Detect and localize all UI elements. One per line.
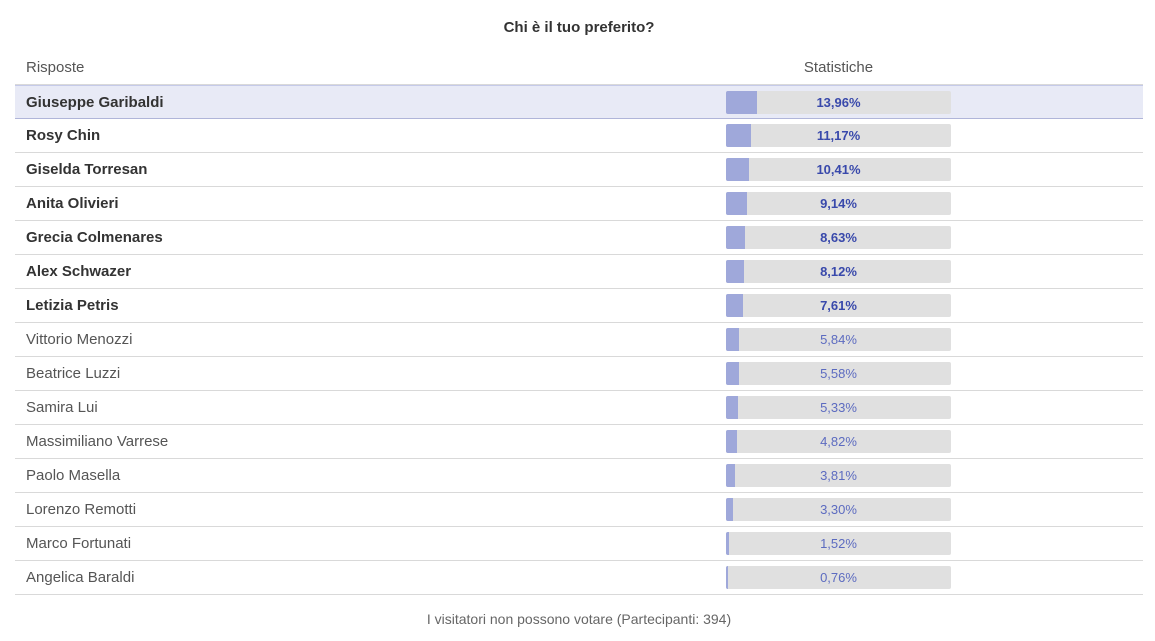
poll-rows: Giuseppe Garibaldi 13,96% Rosy Chin 11,17% G…: [15, 85, 1143, 595]
answer-label: Samira Lui: [26, 399, 98, 416]
result-percentage: 8,63%: [820, 230, 857, 245]
result-percentage: 1,52%: [820, 536, 857, 551]
result-bar-track: 5,58%: [726, 362, 951, 385]
poll-results-table: Risposte Statistiche Giuseppe Garibaldi 1…: [15, 50, 1143, 595]
result-bar-track: 5,33%: [726, 396, 951, 419]
result-bar-fill: [726, 464, 735, 487]
result-bar-fill: [726, 566, 728, 589]
result-bar-fill: [726, 532, 730, 555]
poll-row: Anita Olivieri 9,14%: [15, 187, 1143, 221]
answer-label: Letizia Petris: [26, 297, 119, 314]
answer-label: Marco Fortunati: [26, 535, 132, 552]
poll-row: Giuseppe Garibaldi 13,96%: [15, 85, 1143, 119]
result-bar-fill: [726, 158, 750, 181]
result-percentage: 13,96%: [816, 95, 861, 110]
result-bar-track: 10,41%: [726, 158, 951, 181]
result-percentage: 11,17%: [816, 128, 861, 143]
poll-row: Grecia Colmenares 8,63%: [15, 221, 1143, 255]
result-bar-track: 3,30%: [726, 498, 951, 521]
poll-row: Alex Schwazer 8,12%: [15, 255, 1143, 289]
result-bar-fill: [726, 498, 734, 521]
poll-row: Lorenzo Remotti 3,30%: [15, 493, 1143, 527]
result-bar-fill: [726, 226, 746, 249]
result-percentage: 0,76%: [820, 570, 857, 585]
result-percentage: 5,84%: [820, 332, 857, 347]
answer-label: Lorenzo Remotti: [26, 501, 137, 518]
result-bar-track: 4,82%: [726, 430, 951, 453]
poll-row: Paolo Masella 3,81%: [15, 459, 1143, 493]
poll-row: Massimiliano Varrese 4,82%: [15, 425, 1143, 459]
header-stats: Statistiche: [803, 59, 874, 76]
participants-note: I visitatori non possono votare (Parteci…: [426, 611, 732, 627]
result-bar-track: 0,76%: [726, 566, 951, 589]
result-bar-track: 8,12%: [726, 260, 951, 283]
answer-label: Vittorio Menozzi: [26, 331, 133, 348]
result-bar-track: 5,84%: [726, 328, 951, 351]
result-percentage: 3,81%: [820, 468, 857, 483]
result-percentage: 5,33%: [820, 400, 857, 415]
poll-row: Samira Lui 5,33%: [15, 391, 1143, 425]
poll-title: Chi è il tuo preferito?: [503, 19, 655, 36]
result-percentage: 10,41%: [816, 162, 861, 177]
result-bar-fill: [726, 124, 752, 147]
poll-row: Rosy Chin 11,17%: [15, 119, 1143, 153]
answer-label: Grecia Colmenares: [26, 229, 163, 246]
result-percentage: 4,82%: [820, 434, 857, 449]
answer-label: Anita Olivieri: [26, 195, 119, 212]
poll-row: Beatrice Luzzi 5,58%: [15, 357, 1143, 391]
answer-label: Alex Schwazer: [26, 263, 132, 280]
result-bar-fill: [726, 396, 738, 419]
poll-row: Letizia Petris 7,61%: [15, 289, 1143, 323]
result-bar-fill: [726, 362, 739, 385]
answer-label: Angelica Baraldi: [26, 569, 135, 586]
result-percentage: 8,12%: [820, 264, 857, 279]
poll-row: Vittorio Menozzi 5,84%: [15, 323, 1143, 357]
result-bar-track: 9,14%: [726, 192, 951, 215]
result-bar-track: 13,96%: [726, 91, 951, 114]
result-bar-fill: [726, 91, 758, 114]
poll-row: Marco Fortunati 1,52%: [15, 527, 1143, 561]
result-bar-track: 11,17%: [726, 124, 951, 147]
header-answers: Risposte: [26, 59, 85, 76]
result-bar-track: 7,61%: [726, 294, 951, 317]
result-percentage: 7,61%: [820, 298, 857, 313]
result-bar-fill: [726, 260, 745, 283]
answer-label: Massimiliano Varrese: [26, 433, 169, 450]
result-bar-fill: [726, 328, 740, 351]
result-bar-track: 3,81%: [726, 464, 951, 487]
result-percentage: 9,14%: [820, 196, 857, 211]
result-bar-fill: [726, 430, 737, 453]
answer-label: Paolo Masella: [26, 467, 121, 484]
result-bar-fill: [726, 294, 744, 317]
answer-label: Rosy Chin: [26, 127, 101, 144]
result-bar-track: 8,63%: [726, 226, 951, 249]
poll-row: Angelica Baraldi 0,76%: [15, 561, 1143, 595]
answer-label: Beatrice Luzzi: [26, 365, 121, 382]
answer-label: Giuseppe Garibaldi: [26, 94, 164, 111]
result-percentage: 3,30%: [820, 502, 857, 517]
result-percentage: 5,58%: [820, 366, 857, 381]
table-header: Risposte Statistiche: [15, 50, 1143, 85]
result-bar-track: 1,52%: [726, 532, 951, 555]
poll-row: Giselda Torresan 10,41%: [15, 153, 1143, 187]
answer-label: Giselda Torresan: [26, 161, 148, 178]
result-bar-fill: [726, 192, 747, 215]
